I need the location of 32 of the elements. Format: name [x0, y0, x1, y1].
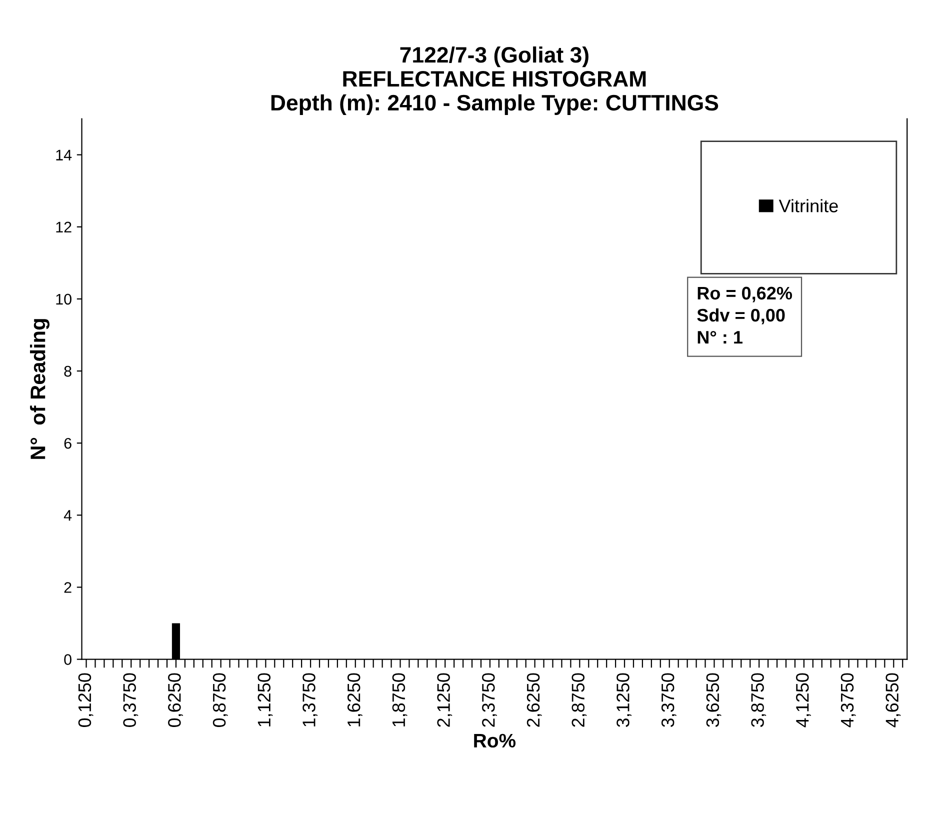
x-axis-title: Ro%: [474, 734, 516, 748]
x-tick-label: 1,8750: [392, 673, 408, 726]
x-tick-label: 1,1250: [258, 673, 273, 726]
annotation: Ro = 0,62% Sdv = 0,00 N° : 1: [697, 286, 792, 344]
legend-label: Vitrinite: [778, 199, 838, 212]
x-tick-label: 1,6250: [347, 673, 362, 726]
y-axis-title: N° of Reading: [30, 319, 50, 459]
x-tick-label: 3,6250: [706, 673, 722, 728]
y-tick-label: 10: [56, 294, 72, 305]
x-tick-label: 2,1250: [437, 673, 452, 727]
x-tick-label: 4,6250: [886, 673, 901, 728]
x-tick-label: 2,3750: [482, 673, 497, 727]
x-tick-label: 0,8750: [212, 673, 228, 728]
y-tick-label: 14: [56, 150, 72, 160]
y-tick-label: 8: [64, 366, 72, 377]
x-tick-label: 1,3750: [302, 673, 318, 726]
x-tick-label: 2,6250: [526, 673, 542, 727]
x-tick-label: 2,8750: [572, 673, 587, 727]
x-tick-label: 0,3750: [123, 673, 138, 728]
chart-title: 7122/7-3 (Goliat 3) REFLECTANCE HISTOGRAM Depth (m): 2410 - Sample Type: CUTTINGS: [271, 46, 718, 116]
y-tick-label: 6: [64, 438, 72, 449]
x-tick-label: 3,3750: [661, 673, 676, 728]
x-tick-label: 0,1250: [78, 673, 94, 728]
x-tick-label: 3,8750: [751, 673, 766, 728]
y-tick-label: 0: [64, 654, 72, 665]
y-tick-label: 12: [56, 222, 72, 232]
y-tick-label: 2: [64, 582, 72, 593]
x-tick-label: 4,3750: [840, 673, 856, 728]
x-tick-label: 4,1250: [796, 673, 811, 728]
x-tick-label: 3,1250: [616, 673, 632, 728]
y-tick-label: 4: [64, 510, 72, 521]
x-tick-label: 0,6250: [168, 673, 183, 728]
